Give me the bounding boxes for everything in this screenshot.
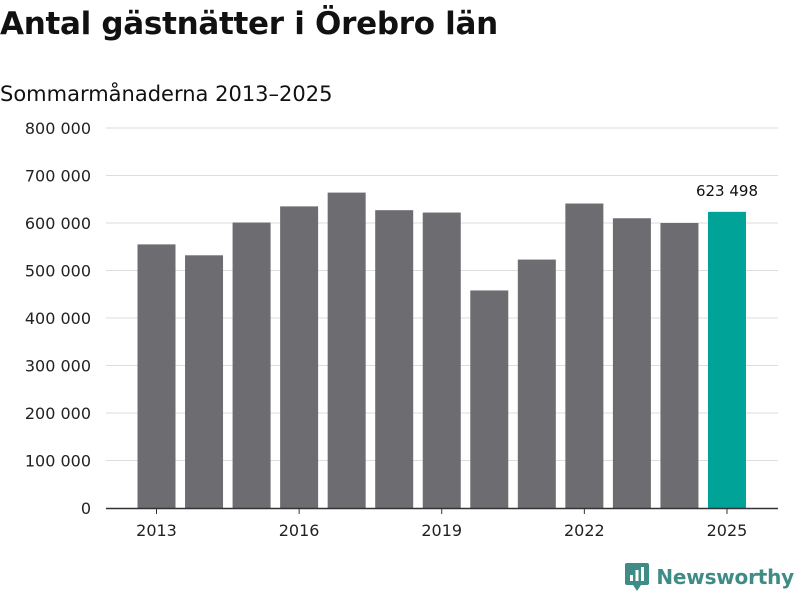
bar-2023 <box>612 218 651 508</box>
bar-2017 <box>327 192 366 508</box>
y-tick-label: 400 000 <box>25 309 91 328</box>
bar-2024 <box>660 223 699 508</box>
y-tick-label: 800 000 <box>25 119 91 138</box>
brand-name: Newsworthy <box>656 565 794 589</box>
y-axis-ticks: 0 100 000 200 000 300 000 400 000 500 000 600 … <box>25 119 91 518</box>
bar-2022 <box>565 203 604 508</box>
x-tick-label: 2025 <box>707 521 748 540</box>
x-tick-label: 2022 <box>564 521 605 540</box>
bar-2021 <box>517 259 556 508</box>
bar-2013 <box>137 244 176 508</box>
x-tick-label: 2019 <box>421 521 462 540</box>
bars <box>137 192 746 509</box>
y-tick-label: 700 000 <box>25 167 91 186</box>
bar-2018 <box>375 210 414 509</box>
newsworthy-logo-icon <box>625 563 650 591</box>
y-tick-label: 300 000 <box>25 357 91 376</box>
chart-title: Antal gästnätter i Örebro län <box>0 6 498 42</box>
chart-subtitle: Sommarmånaderna 2013–2025 <box>0 82 333 106</box>
y-tick-label: 500 000 <box>25 262 91 281</box>
bar-2014 <box>185 255 224 508</box>
bar-2015 <box>232 222 271 508</box>
x-axis-ticks: 2013 2016 2019 2022 2025 <box>136 508 747 540</box>
data-label: 623 498 <box>696 182 758 200</box>
bar-2020 <box>470 290 509 508</box>
x-tick-label: 2016 <box>279 521 320 540</box>
x-tick-label: 2013 <box>136 521 177 540</box>
bar-2016 <box>280 206 319 508</box>
data-labels: 623 498 <box>696 182 758 200</box>
bar-2025 <box>707 211 746 509</box>
brand: Newsworthy <box>624 562 794 592</box>
y-tick-label: 100 000 <box>25 452 91 471</box>
y-tick-label: 200 000 <box>25 404 91 423</box>
y-tick-label: 600 000 <box>25 214 91 233</box>
bar-2019 <box>422 212 461 509</box>
y-tick-label: 0 <box>81 499 91 518</box>
